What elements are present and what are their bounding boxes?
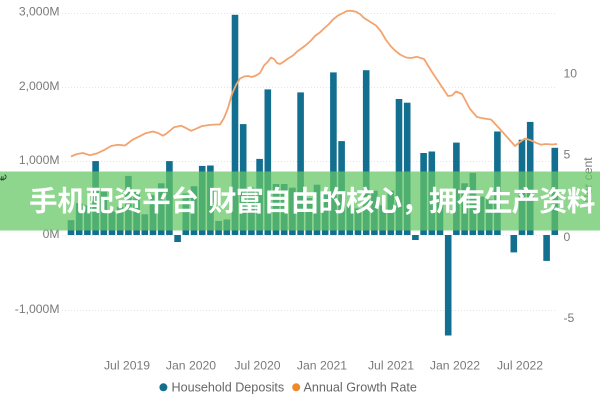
svg-text:0: 0 (564, 230, 571, 244)
svg-text:5: 5 (564, 148, 571, 162)
svg-text:1,000M: 1,000M (19, 153, 60, 167)
svg-text:3,000M: 3,000M (19, 5, 60, 19)
svg-text:-5: -5 (564, 311, 575, 325)
svg-text:Jul 2021: Jul 2021 (368, 359, 414, 373)
svg-text:10: 10 (564, 67, 578, 81)
svg-text:Jul 2022: Jul 2022 (497, 359, 543, 373)
svg-text:Annual Growth Rate: Annual Growth Rate (304, 381, 417, 395)
svg-text:Household Deposits: Household Deposits (172, 381, 285, 395)
svg-text:Jul 2020: Jul 2020 (234, 359, 280, 373)
svg-text:Jan 2022: Jan 2022 (430, 359, 480, 373)
svg-text:Jan 2021: Jan 2021 (297, 359, 347, 373)
svg-text:Jan 2020: Jan 2020 (166, 359, 216, 373)
svg-text:-1,000M: -1,000M (15, 302, 60, 316)
svg-text:Jul 2019: Jul 2019 (104, 359, 150, 373)
svg-text:2,000M: 2,000M (19, 79, 60, 93)
svg-text:€: € (0, 174, 10, 181)
